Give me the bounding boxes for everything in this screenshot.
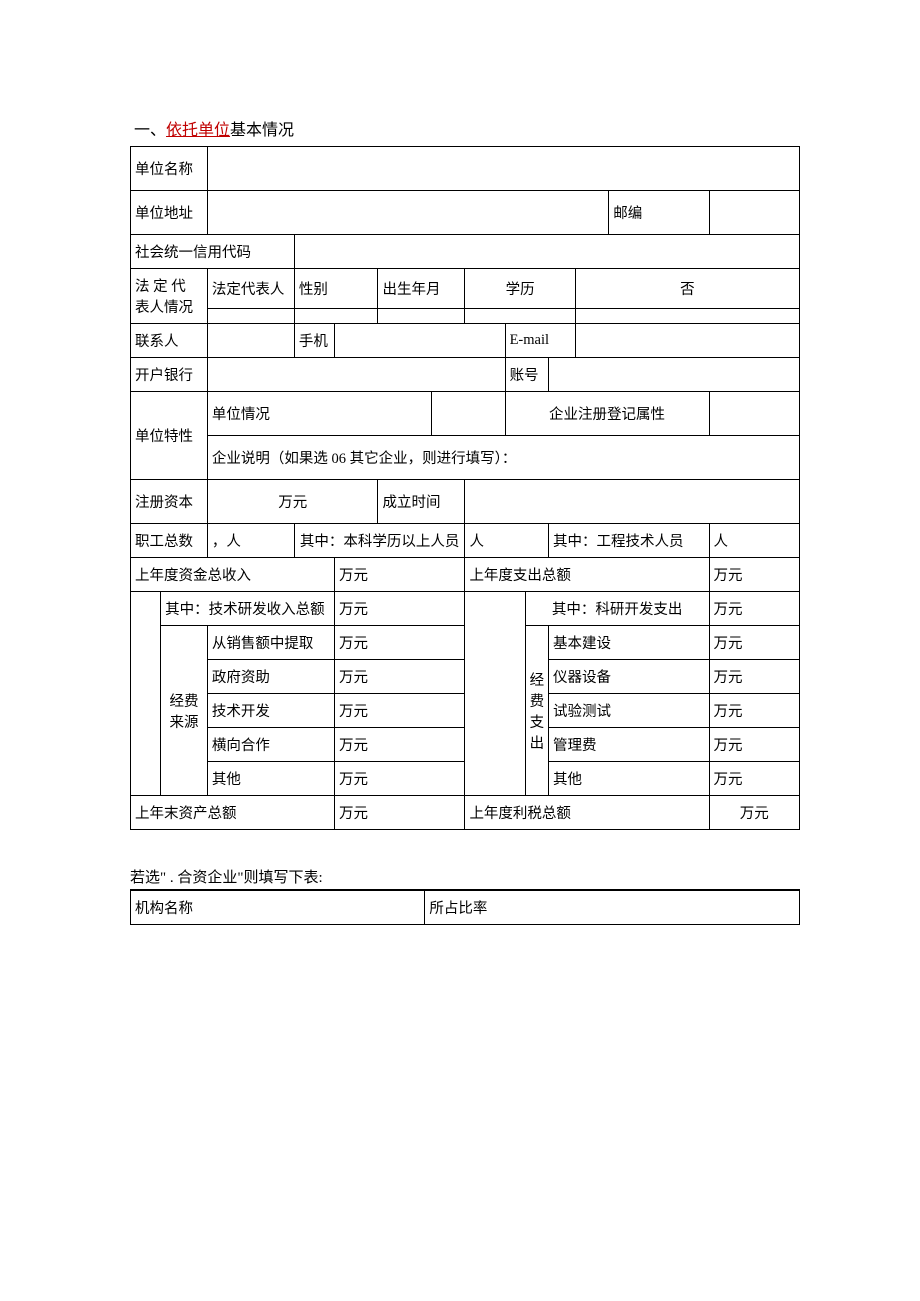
section-title: 一、依托单位基本情况 <box>130 110 800 146</box>
field-unit-addr[interactable] <box>207 191 608 235</box>
field-last-year-assets[interactable]: 万元 <box>335 796 465 830</box>
label-account: 账号 <box>505 358 548 392</box>
field-bachelor[interactable]: 人 <box>465 524 549 558</box>
label-last-year-profit-tax: 上年度利税总额 <box>465 796 709 830</box>
label-rd-expense: 其中：科研开发支出 <box>525 592 709 626</box>
label-reg-capital: 注册资本 <box>131 480 208 524</box>
field-management[interactable]: 万元 <box>709 728 799 762</box>
label-other-right: 其他 <box>549 762 710 796</box>
field-is-no[interactable] <box>575 308 799 323</box>
label-postcode: 邮编 <box>609 191 709 235</box>
label-gender: 性别 <box>294 269 378 309</box>
field-social-code[interactable] <box>294 235 799 269</box>
label-horizontal: 横向合作 <box>207 728 334 762</box>
label-org-name: 机构名称 <box>131 891 425 925</box>
field-account[interactable] <box>549 358 800 392</box>
field-rd-expense[interactable]: 万元 <box>709 592 799 626</box>
field-tech-income[interactable]: 万元 <box>335 592 465 626</box>
main-form-table: 单位名称 单位地址 邮编 社会统一信用代码 法 定 代 表人情况 法定代表人 性… <box>130 146 800 830</box>
label-from-sales: 从销售额中提取 <box>207 626 334 660</box>
field-unit-situation[interactable] <box>432 392 506 436</box>
field-from-sales[interactable]: 万元 <box>335 626 465 660</box>
field-staff-total[interactable]: ，人 <box>207 524 294 558</box>
field-bank[interactable] <box>207 358 505 392</box>
label-tech-income: 其中：技术研发收入总额 <box>161 592 335 626</box>
field-postcode[interactable] <box>709 191 799 235</box>
field-reg-attr[interactable] <box>709 392 799 436</box>
label-bank: 开户银行 <box>131 358 208 392</box>
field-other-right[interactable]: 万元 <box>709 762 799 796</box>
joint-venture-table: 机构名称 所占比率 <box>130 890 800 925</box>
label-fund-source: 经费来源 <box>161 626 208 796</box>
section-link: 依托单位 <box>166 122 230 139</box>
field-testing[interactable]: 万元 <box>709 694 799 728</box>
field-tech-dev[interactable]: 万元 <box>335 694 465 728</box>
spacer-mid <box>465 592 525 796</box>
field-email[interactable] <box>575 324 799 358</box>
field-last-year-expense[interactable]: 万元 <box>709 558 799 592</box>
label-last-year-income: 上年度资金总收入 <box>131 558 335 592</box>
label-staff-total: 职工总数 <box>131 524 208 558</box>
label-unit-addr: 单位地址 <box>131 191 208 235</box>
field-establish-time[interactable] <box>465 480 800 524</box>
field-contact[interactable] <box>207 324 294 358</box>
label-fund-expense: 经费支出 <box>525 626 548 796</box>
field-equipment[interactable]: 万元 <box>709 660 799 694</box>
field-other-left[interactable]: 万元 <box>335 762 465 796</box>
label-legal-rep-info: 法 定 代 表人情况 <box>131 269 208 324</box>
label-other-left: 其他 <box>207 762 334 796</box>
field-education[interactable] <box>465 308 575 323</box>
label-establish-time: 成立时间 <box>378 480 465 524</box>
label-tech-dev: 技术开发 <box>207 694 334 728</box>
label-bachelor: 其中：本科学历以上人员 <box>294 524 465 558</box>
field-last-year-profit-tax[interactable]: 万元 <box>709 796 799 830</box>
label-contact: 联系人 <box>131 324 208 358</box>
label-unit-name: 单位名称 <box>131 147 208 191</box>
field-unit-name[interactable] <box>207 147 799 191</box>
label-testing: 试验测试 <box>549 694 710 728</box>
field-horizontal[interactable]: 万元 <box>335 728 465 762</box>
field-eng[interactable]: 人 <box>709 524 799 558</box>
label-reg-attr: 企业注册登记属性 <box>505 392 709 436</box>
spacer-left <box>131 592 161 796</box>
field-reg-capital[interactable]: 万元 <box>207 480 378 524</box>
field-birth[interactable] <box>378 308 465 323</box>
label-last-year-expense: 上年度支出总额 <box>465 558 709 592</box>
field-gov-subsidy[interactable]: 万元 <box>335 660 465 694</box>
section-number: 一、 <box>134 122 166 139</box>
label-last-year-assets: 上年末资产总额 <box>131 796 335 830</box>
label-basic-construction: 基本建设 <box>549 626 710 660</box>
label-social-code: 社会统一信用代码 <box>131 235 295 269</box>
field-mobile[interactable] <box>335 324 506 358</box>
label-enterprise-desc: 企业说明（如果选 06 其它企业，则进行填写）： <box>207 436 799 480</box>
section-rest: 基本情况 <box>230 122 294 139</box>
label-eng: 其中：工程技术人员 <box>549 524 710 558</box>
label-legal-rep: 法定代表人 <box>207 269 294 309</box>
label-is-no: 否 <box>575 269 799 309</box>
joint-venture-note: 若选" . 合资企业"则填写下表: <box>130 866 800 890</box>
field-basic-construction[interactable]: 万元 <box>709 626 799 660</box>
field-gender[interactable] <box>294 308 378 323</box>
label-unit-situation: 单位情况 <box>207 392 431 436</box>
label-birth: 出生年月 <box>378 269 465 309</box>
field-last-year-income[interactable]: 万元 <box>335 558 465 592</box>
label-unit-feature: 单位特性 <box>131 392 208 480</box>
label-gov-subsidy: 政府资助 <box>207 660 334 694</box>
label-management: 管理费 <box>549 728 710 762</box>
label-email: E-mail <box>505 324 575 358</box>
label-equipment: 仪器设备 <box>549 660 710 694</box>
label-ratio: 所占比率 <box>425 891 800 925</box>
label-education: 学历 <box>465 269 575 309</box>
label-mobile: 手机 <box>294 324 334 358</box>
field-legal-rep[interactable] <box>207 308 294 323</box>
